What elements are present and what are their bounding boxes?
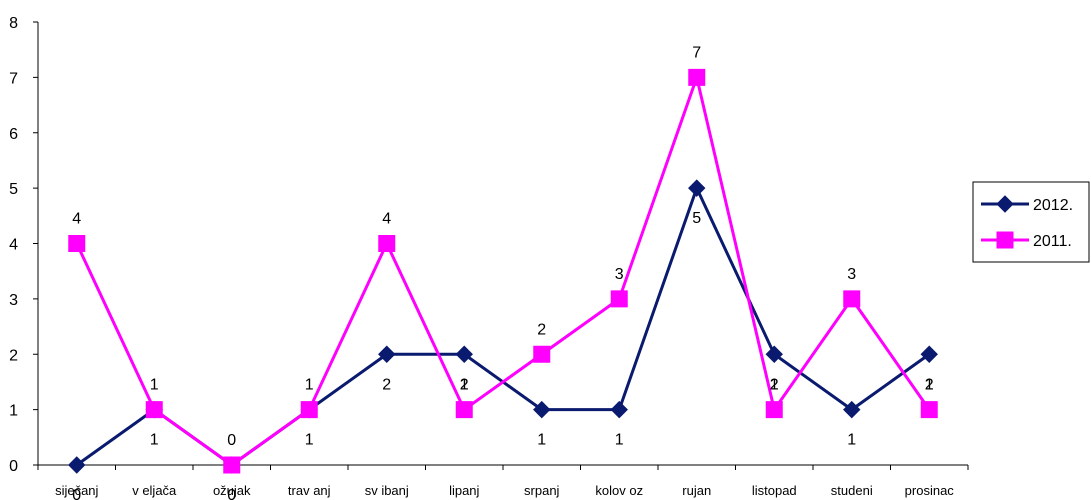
data-label-2011: 1 (925, 377, 934, 394)
data-point-2011 (455, 401, 473, 419)
data-point-2012 (920, 345, 938, 363)
y-tick-label: 1 (9, 403, 18, 420)
data-point-2012 (68, 456, 86, 474)
series-line-2012 (75, 184, 931, 467)
data-label-2011: 1 (770, 377, 779, 394)
y-tick-label: 3 (9, 292, 18, 309)
legend-box (972, 181, 1090, 263)
data-label-2011: 1 (460, 377, 469, 394)
data-label-2012: 2 (460, 376, 469, 393)
data-point-2011 (843, 290, 861, 308)
data-label-2011: 4 (382, 211, 391, 228)
data-label-2011: 1 (150, 377, 159, 394)
data-label-2012: 1 (847, 432, 856, 449)
data-label-2012: 1 (305, 432, 314, 449)
x-tick-label: lipanj (449, 483, 479, 498)
data-point-2012 (765, 345, 783, 363)
data-label-2012: 0 (72, 487, 81, 500)
data-point-2011 (68, 235, 86, 252)
data-point-2011 (533, 345, 551, 363)
y-tick-label: 4 (9, 237, 18, 254)
data-label-2012: 2 (925, 376, 934, 393)
data-point-2012 (455, 345, 473, 363)
data-point-2011 (688, 68, 706, 86)
y-tick-label: 5 (9, 181, 18, 198)
data-point-2011 (378, 235, 396, 252)
legend: 2012. 2011. (972, 181, 1090, 263)
data-point-2012 (843, 400, 861, 419)
y-tick-label: 6 (9, 126, 18, 143)
x-tick-label: listopad (752, 483, 797, 498)
data-point-2012 (610, 400, 628, 419)
data-label-2011: 3 (847, 266, 856, 283)
data-point-2012 (533, 400, 551, 419)
x-tick-label: trav anj (288, 483, 331, 498)
y-tick-label: 2 (9, 347, 18, 364)
data-label-2011: 7 (692, 44, 701, 61)
data-point-2012 (378, 345, 396, 363)
data-point-2011 (223, 456, 241, 474)
x-tick-label: srpanj (524, 483, 560, 498)
x-tick-label: rujan (682, 483, 711, 498)
data-label-2012: 1 (615, 432, 624, 449)
series-line-2011 (75, 72, 931, 467)
x-tick-label: ožujak (213, 483, 251, 498)
data-label-2011: 3 (615, 266, 624, 283)
data-point-2011 (145, 401, 163, 419)
legend-marker-2011 (996, 231, 1014, 249)
x-tick-label: prosinac (905, 483, 955, 498)
data-point-2011 (610, 290, 628, 308)
data-label-2012: 0 (227, 487, 236, 500)
legend-marker-2012 (996, 195, 1014, 213)
data-label-2012: 5 (692, 210, 701, 227)
y-tick-label: 0 (9, 458, 18, 475)
y-tick-label: 8 (9, 15, 18, 32)
data-point-2012 (688, 179, 706, 197)
data-point-2011 (300, 401, 318, 419)
legend-label-2011: 2011. (1033, 233, 1072, 250)
data-point-2011 (765, 401, 783, 419)
y-tick-label: 7 (9, 70, 18, 87)
x-tick-label: siječanj (55, 483, 98, 498)
data-label-2011: 1 (305, 377, 314, 394)
data-point-2011 (920, 401, 938, 419)
data-label-2011: 4 (72, 211, 81, 228)
series-layer (68, 68, 938, 474)
data-label-2012: 1 (537, 432, 546, 449)
data-label-2011: 0 (227, 432, 236, 449)
x-tick-label: sv ibanj (365, 483, 409, 498)
data-label-2012: 2 (770, 376, 779, 393)
x-tick-label: kolov oz (595, 483, 643, 498)
legend-label-2012: 2012. (1033, 197, 1073, 214)
data-label-2011: 2 (537, 321, 546, 338)
data-label-2012: 1 (150, 432, 159, 449)
x-tick-label: v eljača (132, 483, 177, 498)
data-label-2012: 2 (382, 376, 391, 393)
x-tick-label: studeni (831, 483, 873, 498)
